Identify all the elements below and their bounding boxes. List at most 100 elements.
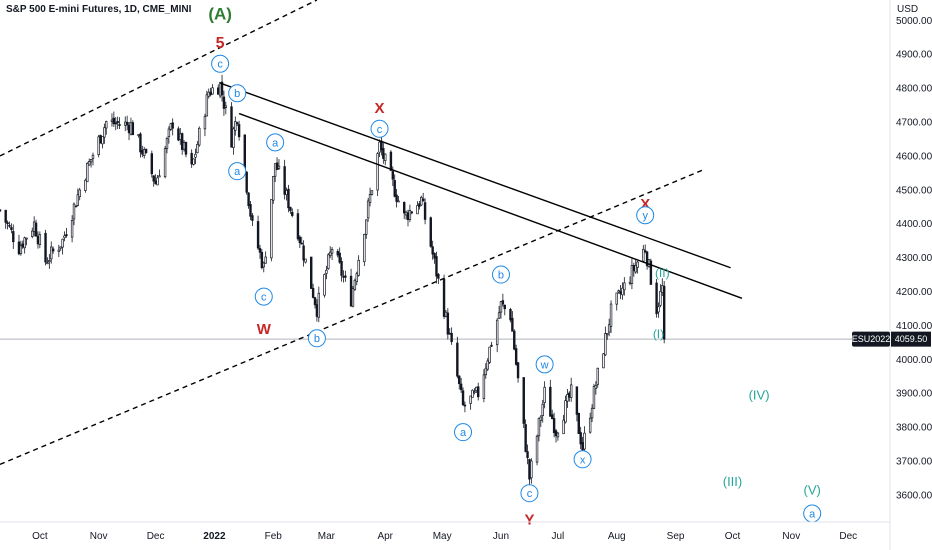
candle (661, 278, 664, 297)
wave-label[interactable]: (IV) (749, 388, 770, 403)
wave-label-circled[interactable]: b (307, 329, 326, 348)
wave-label-text: c (261, 292, 267, 304)
wave-label-circled[interactable]: b (491, 265, 510, 284)
wave-label-circled[interactable]: y (636, 206, 655, 225)
candle (575, 386, 579, 422)
wave-label-circled[interactable]: a (228, 162, 247, 181)
wave-label-circle (454, 423, 473, 442)
candle (218, 82, 222, 99)
candle (522, 377, 525, 429)
wave-label-circled[interactable]: x (573, 450, 592, 469)
candle (475, 386, 478, 393)
candle (169, 123, 172, 131)
candle (99, 134, 102, 144)
wave-label-text: Y (524, 512, 534, 529)
wave-label-text: X (375, 100, 385, 117)
y-axis-ticks: 3600.00 3700.00 3800.00 3900.00 4000.00 4100.… (896, 16, 932, 502)
candle (435, 251, 438, 284)
candle (363, 233, 366, 267)
x-tick-label: Sep (667, 531, 685, 542)
candle (628, 276, 632, 286)
y-tick-label: 4100.00 (896, 321, 932, 332)
candle (421, 192, 425, 202)
candle (36, 231, 40, 249)
x-tick-label: Feb (265, 531, 283, 542)
x-tick-label: Jun (493, 531, 509, 542)
x-tick-label: 2022 (203, 531, 226, 542)
candle (203, 113, 207, 137)
wave-label[interactable]: (A) (208, 5, 232, 24)
wave-label-text: b (314, 333, 320, 345)
channel-line-dashed[interactable] (0, 0, 318, 157)
candle (579, 426, 582, 450)
trendline-solid[interactable] (219, 82, 731, 269)
wave-label[interactable]: Y (524, 512, 534, 529)
candle (194, 148, 197, 165)
wave-label-circled[interactable]: c (211, 54, 230, 73)
candle (336, 249, 339, 258)
candle (514, 344, 518, 366)
wave-label[interactable]: (I) (653, 327, 664, 341)
wave-label-text: (A) (208, 5, 232, 24)
candle (621, 282, 624, 300)
candle (530, 458, 533, 484)
wave-label[interactable]: (III) (723, 474, 743, 489)
candle (97, 134, 100, 158)
candle (129, 117, 133, 136)
candle (328, 246, 332, 259)
candle (144, 148, 148, 154)
wave-label[interactable]: W (257, 321, 272, 338)
wave-label[interactable]: X (640, 196, 650, 213)
wave-label-circled[interactable]: c (370, 119, 389, 138)
candle (222, 90, 226, 116)
candle (89, 159, 93, 168)
candle (389, 150, 393, 171)
trendlines (0, 0, 743, 466)
candle (198, 126, 201, 147)
y-tick-label: 4800.00 (896, 84, 932, 95)
wave-label-circled[interactable]: c (254, 287, 273, 306)
trendline-solid[interactable] (238, 112, 743, 299)
candle (495, 318, 499, 353)
candle (38, 231, 42, 249)
wave-label[interactable]: X (375, 100, 385, 117)
wave-label-circled[interactable]: c (520, 484, 539, 503)
candle (32, 216, 36, 237)
candle (516, 361, 520, 383)
candle (623, 277, 626, 296)
wave-label-circled[interactable]: a (803, 504, 822, 523)
candle (569, 377, 573, 402)
wave-label-circle (491, 265, 510, 284)
wave-label[interactable]: 5 (216, 35, 225, 52)
candle (615, 292, 618, 311)
wave-label-circled[interactable]: w (535, 355, 554, 374)
candle (65, 227, 68, 238)
candle (196, 141, 199, 154)
candle (501, 293, 505, 307)
candle (59, 246, 62, 251)
candle (655, 279, 658, 318)
candle (105, 120, 108, 135)
x-tick-label: Dec (839, 531, 857, 542)
candle (124, 116, 127, 132)
candle (25, 237, 28, 246)
wave-label-circled[interactable]: a (454, 423, 473, 442)
candle (21, 240, 24, 249)
wave-label[interactable]: (II) (655, 266, 670, 280)
candle (317, 286, 321, 323)
wave-label[interactable]: (V) (804, 482, 821, 497)
candle (499, 301, 503, 319)
candle (70, 215, 74, 243)
wave-label-text: c (377, 124, 383, 136)
candle (349, 268, 353, 307)
channel-line-dashed[interactable] (0, 168, 705, 466)
candle (6, 220, 9, 230)
wave-label-text: (V) (804, 482, 821, 497)
candle (562, 414, 565, 435)
candle (577, 412, 580, 434)
wave-label-circled[interactable]: b (228, 84, 247, 103)
candle (302, 240, 305, 267)
wave-label-circled[interactable]: a (266, 133, 285, 152)
y-tick-label: 3600.00 (896, 490, 932, 501)
